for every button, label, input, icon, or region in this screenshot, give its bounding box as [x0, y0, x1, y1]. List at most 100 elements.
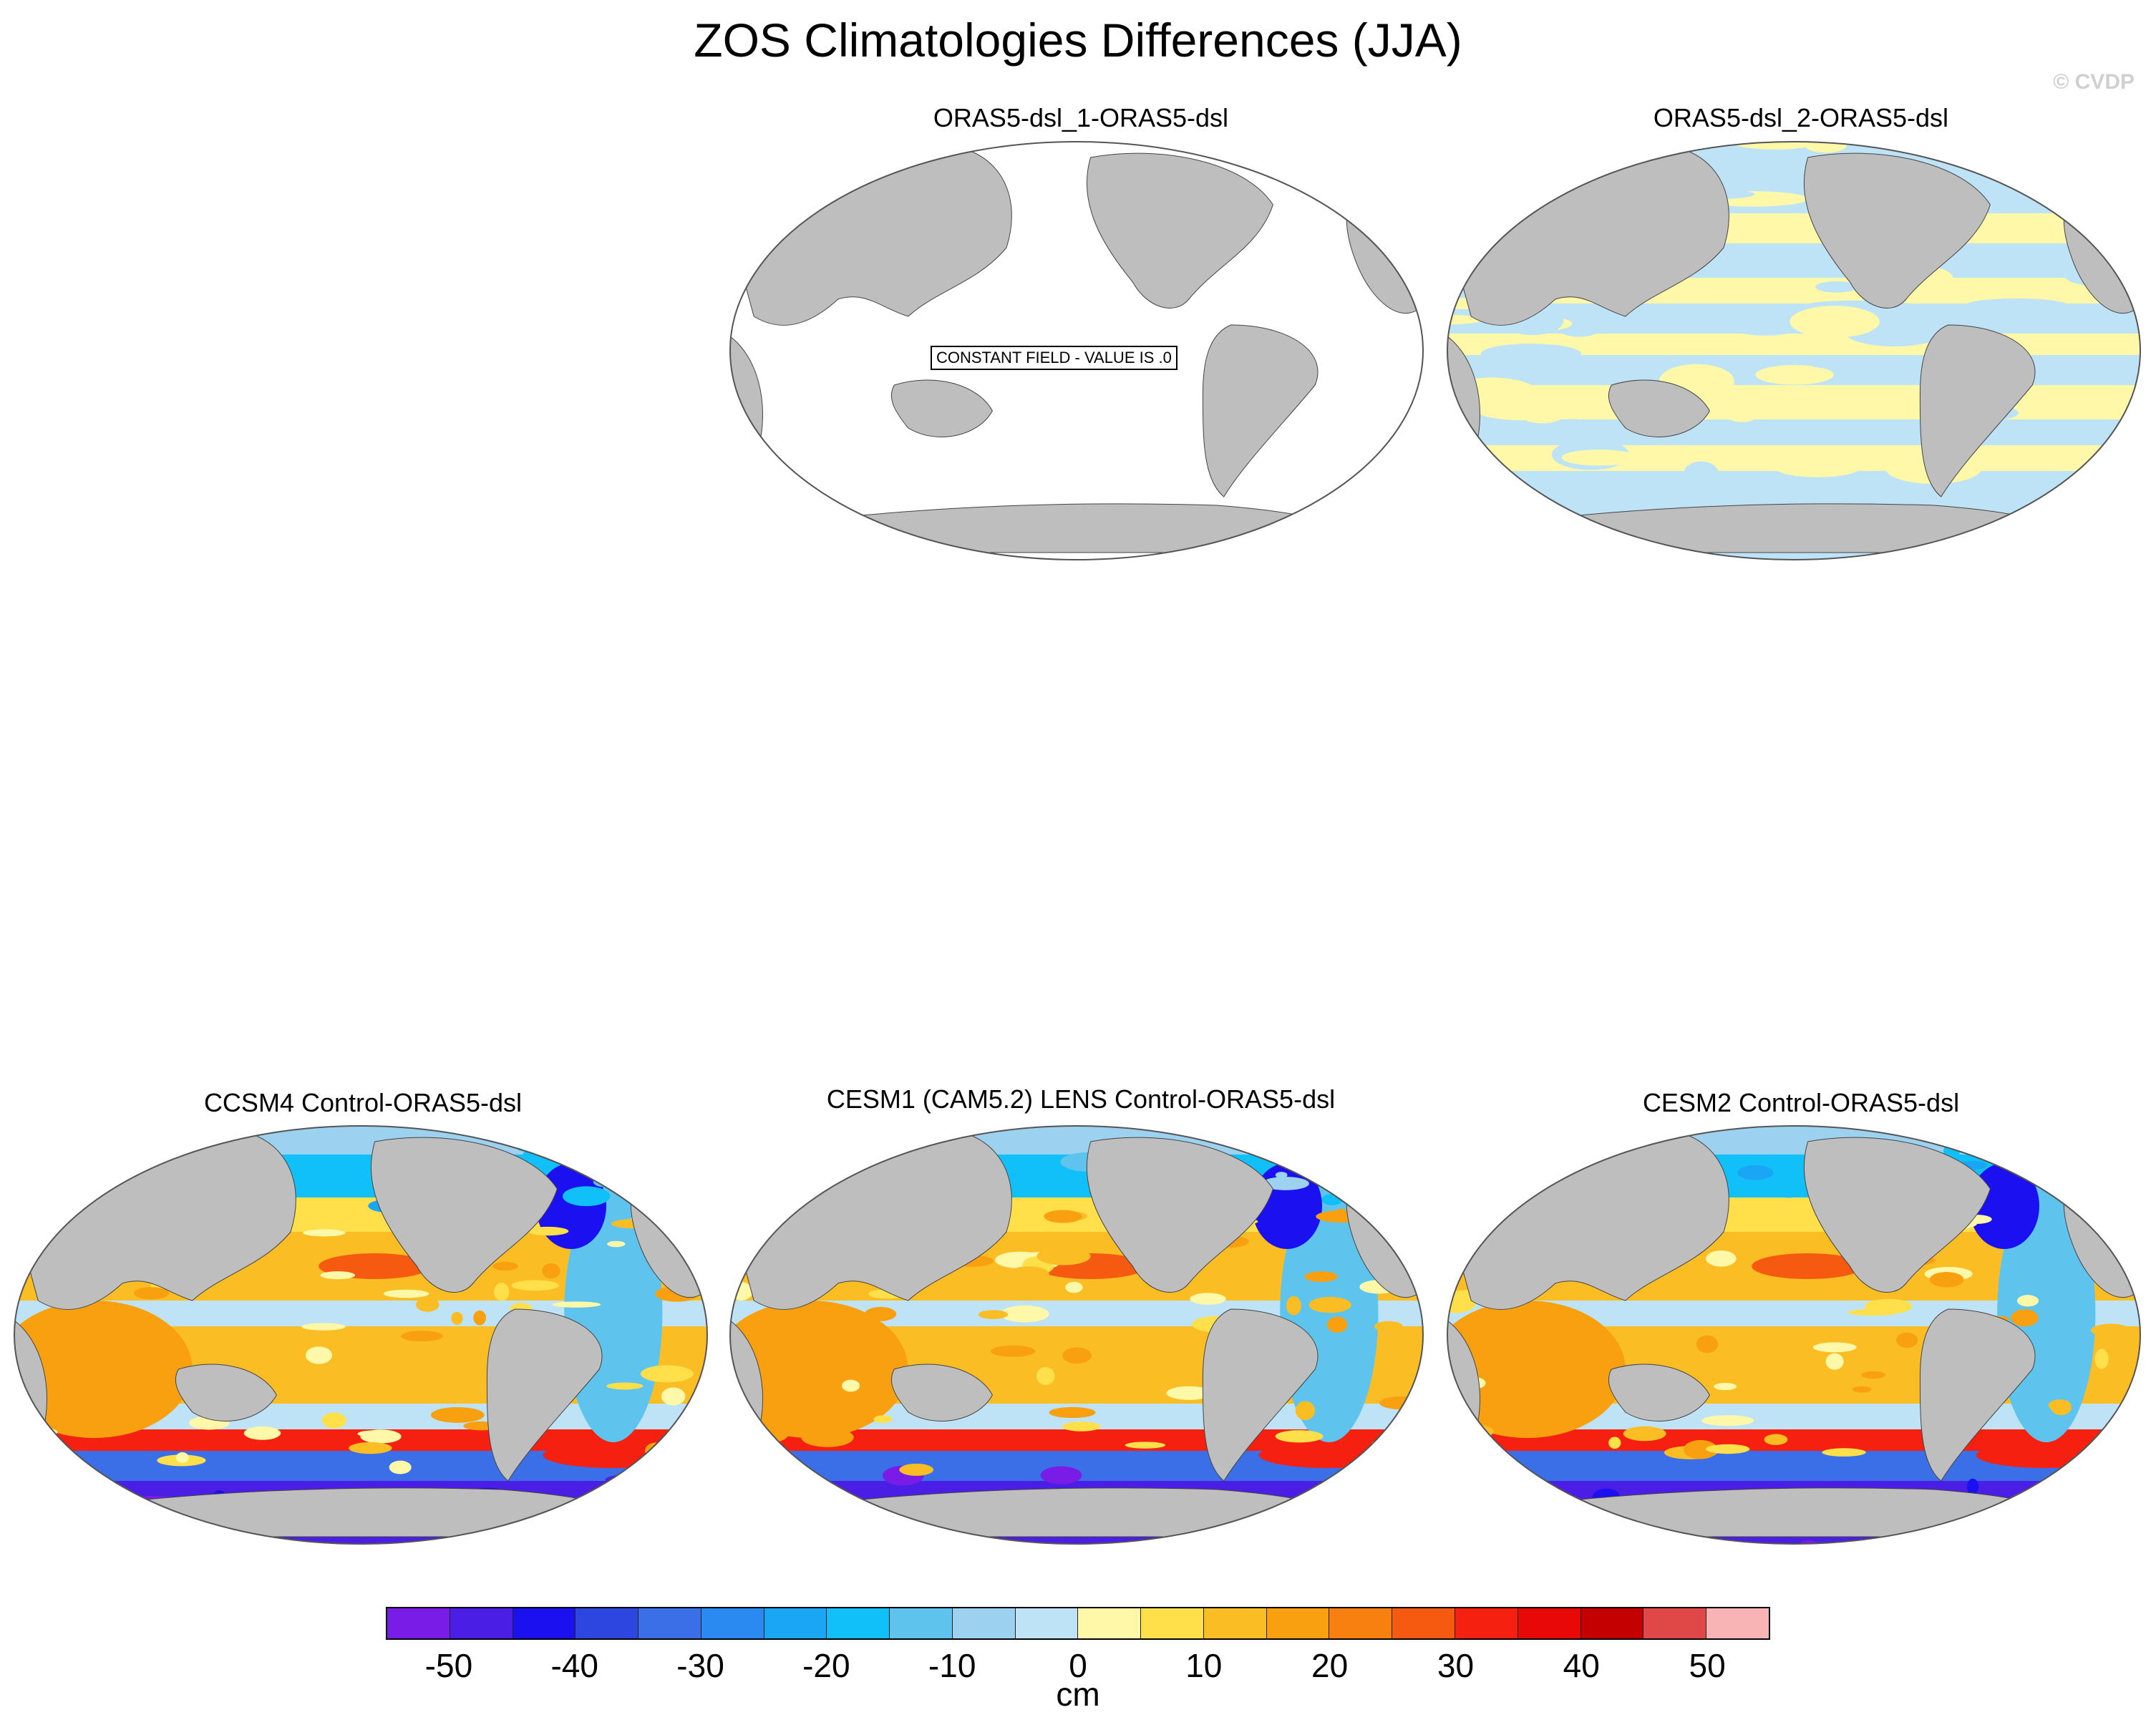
- anomaly-patch: [14, 1181, 31, 1195]
- anomaly-patch: [1447, 1294, 1476, 1313]
- colorbar-segment: [952, 1608, 1016, 1638]
- anomaly-patch: [473, 1310, 487, 1326]
- anomaly-patch: [2001, 306, 2069, 334]
- land-mass: [2004, 147, 2064, 190]
- colorbar-segment: [1518, 1608, 1581, 1638]
- anomaly-patch: [305, 1184, 359, 1190]
- anomaly-patch: [1755, 364, 1834, 385]
- constant-field-note: CONSTANT FIELD - VALUE IS .0: [931, 346, 1177, 370]
- anomaly-patch: [305, 1346, 333, 1364]
- panel-title-cesm1: CESM1 (CAM5.2) LENS Control-ORAS5-dsl: [826, 1084, 1336, 1114]
- colorbar-tick-label: -30: [676, 1647, 724, 1684]
- anomaly-patch: [175, 1452, 189, 1463]
- anomaly-patch: [1036, 1367, 1055, 1386]
- colorbar-tick-label: -50: [424, 1647, 473, 1684]
- anomaly-patch: [873, 1415, 893, 1424]
- anomaly-patch: [349, 1442, 392, 1454]
- anomaly-patch: [1308, 1296, 1351, 1313]
- figure-title: ZOS Climatologies Differences (JJA): [694, 14, 1462, 67]
- anomaly-patch: [1304, 1271, 1338, 1283]
- anomaly-patch: [1847, 1308, 1898, 1316]
- anomaly-patch: [1815, 281, 1858, 293]
- anomaly-patch: [1062, 1347, 1092, 1364]
- anomaly-patch: [1065, 1281, 1083, 1293]
- anomaly-patch: [2071, 1515, 2108, 1533]
- colorbar-tick-label: 50: [1689, 1647, 1726, 1684]
- map-cesm1: [726, 1120, 1427, 1550]
- anomaly-patch: [661, 1387, 686, 1406]
- anomaly-patch: [1447, 142, 1472, 157]
- panel-title-oras5-dsl1: ORAS5-dsl_1-ORAS5-dsl: [933, 103, 1229, 132]
- anomaly-patch: [389, 1460, 412, 1474]
- colorbar-segment: [387, 1608, 450, 1638]
- anomaly-patch: [1480, 344, 1582, 365]
- colorbar-segment: [1266, 1608, 1330, 1638]
- anomaly-patch: [1275, 1430, 1324, 1443]
- anomaly-patch: [14, 1438, 57, 1449]
- anomaly-patch: [754, 1522, 777, 1542]
- anomaly-patch: [1040, 1466, 1082, 1484]
- land-mass: [1286, 147, 1347, 190]
- anomaly-patch: [1724, 311, 1806, 336]
- colorbar-units: cm: [1056, 1676, 1100, 1713]
- anomaly-patch: [1623, 1426, 1666, 1442]
- anomaly-patch: [1190, 1293, 1226, 1305]
- land-mass: [1202, 324, 1319, 497]
- anomaly-patch: [782, 1534, 827, 1541]
- anomaly-patch: [1543, 419, 1604, 445]
- anomaly-patch: [1258, 1442, 1399, 1468]
- land-mass: [1608, 379, 1710, 437]
- anomaly-patch: [1683, 1439, 1718, 1459]
- anomaly-patch: [1822, 1448, 1866, 1457]
- anomaly-patch: [552, 1301, 601, 1308]
- anomaly-patch: [1928, 1531, 1955, 1544]
- anomaly-patch: [865, 1306, 897, 1321]
- anomaly-patch: [854, 1537, 874, 1544]
- anomaly-patch: [1675, 490, 1790, 503]
- anomaly-patch: [1581, 1126, 1598, 1137]
- anomaly-patch: [2060, 1129, 2081, 1136]
- anomaly-patch: [1477, 1135, 1491, 1142]
- anomaly-patch: [1151, 1537, 1189, 1544]
- land-mass: [370, 1137, 558, 1293]
- anomaly-patch: [1471, 394, 1576, 421]
- colorbar-segment: [1203, 1608, 1267, 1638]
- anomaly-patch: [416, 1297, 440, 1312]
- anomaly-patch: [1852, 1386, 1872, 1393]
- colorbar-segment: [1015, 1608, 1079, 1638]
- anomaly-patch: [1825, 1353, 1844, 1370]
- anomaly-patch: [730, 1266, 744, 1283]
- colorbar-tick-label: 20: [1311, 1647, 1349, 1684]
- colorbar-tick-label: -20: [802, 1647, 850, 1684]
- anomaly-patch: [492, 1261, 518, 1271]
- anomaly-patch: [659, 1509, 707, 1517]
- anomaly-patch: [734, 1433, 775, 1445]
- anomaly-patch: [1976, 1442, 2117, 1468]
- land-mass: [1286, 1132, 1347, 1175]
- anomaly-patch: [899, 1463, 934, 1476]
- anomaly-patch: [1379, 1396, 1423, 1410]
- colorbar-segment: [764, 1608, 827, 1638]
- anomaly-patch: [1334, 1208, 1348, 1219]
- anomaly-patch: [1752, 1253, 1864, 1279]
- anomaly-patch: [607, 1240, 626, 1248]
- anomaly-patch: [1286, 1296, 1301, 1316]
- anomaly-patch: [1512, 1379, 1564, 1396]
- land-mass: [1803, 152, 1991, 308]
- map-outline: [1447, 141, 2141, 560]
- anomaly-patch: [630, 1167, 666, 1177]
- colorbar-segment: [1580, 1608, 1644, 1638]
- anomaly-patch: [1374, 1321, 1403, 1332]
- anomaly-patch: [1548, 1540, 1588, 1544]
- land-mass: [1086, 1137, 1273, 1293]
- land-mass: [1608, 1364, 1710, 1422]
- land-mass: [1086, 152, 1273, 308]
- anomaly-patch: [1450, 549, 1534, 560]
- anomaly-patch: [1696, 1335, 1719, 1354]
- anomaly-patch: [1737, 1165, 1774, 1180]
- colorbar-tick-label: -10: [928, 1647, 976, 1684]
- colorbar-segment: [576, 1608, 639, 1638]
- anomaly-patch: [383, 1289, 429, 1298]
- anomaly-patch: [1062, 1422, 1101, 1432]
- anomaly-patch: [1008, 1266, 1049, 1282]
